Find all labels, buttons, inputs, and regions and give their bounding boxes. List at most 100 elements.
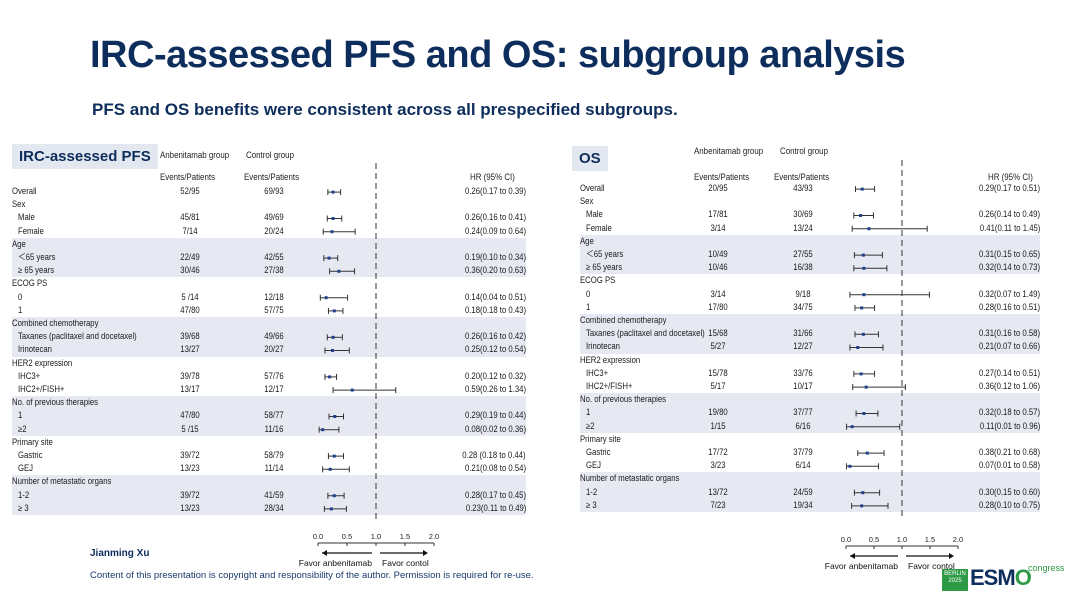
subgroup-row: Irinotecan 5/27 12/27 0.21(0.07 to 0.66) bbox=[580, 340, 1040, 354]
subgroup-label: ≥ 3 bbox=[18, 502, 29, 513]
subgroup-header-row: Combined chemotherapy bbox=[580, 314, 1040, 328]
anb-events: 3/14 bbox=[710, 222, 726, 233]
subgroup-row: IHC2+/FISH+ 5/17 10/17 0.36(0.12 to 1.06) bbox=[580, 380, 1040, 393]
anb-events: 5/17 bbox=[710, 381, 726, 391]
subgroup-label: Sex bbox=[580, 196, 594, 207]
hr-value: 0.24(0.09 to 0.64) bbox=[464, 225, 526, 236]
hr-point bbox=[350, 388, 354, 392]
anb-events: 39/72 bbox=[180, 450, 200, 460]
hr-point bbox=[861, 253, 865, 257]
subgroup-label: 0 bbox=[586, 288, 591, 299]
subgroup-row: ≥ 3 7/23 19/34 0.28(0.10 to 0.75) bbox=[580, 498, 1040, 512]
subgroup-label: ≥ 3 bbox=[586, 499, 597, 510]
pfs-ctrl-ep-header: Events/Patients bbox=[244, 172, 300, 182]
ctrl-events: 58/77 bbox=[264, 410, 284, 421]
anb-events: 20/95 bbox=[708, 183, 728, 193]
x-tick-label: 2.0 bbox=[953, 535, 963, 544]
subgroup-label: GEJ bbox=[18, 463, 34, 474]
hr-point bbox=[331, 190, 335, 194]
pfs-anb-header: Anbenitamab group bbox=[160, 150, 230, 160]
pfs-forest-plot: 0.0 0.5 1.0 1.5 2.0 Favor anbenitamab Favor co… bbox=[299, 163, 439, 568]
hr-value: 0.26(0.14 to 0.49) bbox=[978, 209, 1040, 220]
hr-point bbox=[848, 464, 852, 468]
hr-point bbox=[329, 507, 333, 511]
subgroup-label: Number of metastatic organs bbox=[580, 473, 680, 484]
anb-events: 1/15 bbox=[710, 420, 726, 431]
hr-point bbox=[327, 256, 331, 260]
subgroup-row: ≥ 3 13/23 28/34 0.23(0.11 to 0.49) bbox=[12, 501, 526, 515]
logo-congress-text: congress bbox=[1028, 563, 1065, 573]
anb-events: 13/17 bbox=[180, 384, 200, 394]
subgroup-header-row: HER2 expression bbox=[12, 357, 526, 370]
anb-events: 7/23 bbox=[710, 499, 726, 510]
subgroup-label: Number of metastatic organs bbox=[12, 476, 112, 487]
logo-brand-post: O bbox=[1014, 565, 1032, 590]
subgroup-label: ≥2 bbox=[18, 423, 27, 434]
subgroup-label: Combined chemotherapy bbox=[12, 318, 99, 328]
anb-events: 13/23 bbox=[180, 463, 200, 474]
subgroup-row: Female 3/14 13/24 0.41(0.11 to 1.45) bbox=[580, 222, 1040, 235]
ctrl-events: 69/93 bbox=[264, 186, 284, 196]
ctrl-events: 27/55 bbox=[793, 249, 813, 259]
subgroup-label: Male bbox=[18, 212, 35, 223]
hr-value: 0.08(0.02 to 0.36) bbox=[464, 423, 526, 434]
hr-value: 0.29(0.17 to 0.51) bbox=[978, 183, 1040, 193]
favor-right-label: Favor contol bbox=[382, 558, 429, 568]
subgroup-header-row: Age bbox=[580, 234, 1040, 248]
anb-events: 15/68 bbox=[708, 328, 728, 339]
subgroup-label: Sex bbox=[12, 199, 26, 210]
subgroup-label: 1 bbox=[18, 410, 23, 421]
subgroup-label: Overall bbox=[12, 186, 37, 196]
ctrl-events: 24/59 bbox=[793, 486, 813, 497]
ctrl-events: 58/79 bbox=[264, 450, 284, 460]
subgroup-row: GEJ 3/23 6/14 0.07(0.01 to 0.58) bbox=[580, 459, 1040, 472]
subgroup-row: ＜65 years 10/49 27/55 0.31(0.15 to 0.65) bbox=[580, 248, 1040, 262]
subgroup-label: Taxanes (paclitaxel and docetaxel) bbox=[18, 331, 137, 342]
hr-value: 0.23(0.11 to 0.49) bbox=[465, 502, 526, 513]
favor-left-arrowhead bbox=[850, 553, 855, 559]
subgroup-header-row: Primary site bbox=[580, 433, 1040, 446]
hr-value: 0.28(0.16 to 0.51) bbox=[978, 301, 1040, 312]
subgroup-row: Overall 52/95 69/93 0.26(0.17 to 0.39) bbox=[12, 185, 526, 198]
hr-point bbox=[859, 214, 863, 217]
subgroup-label: No. of previous therapies bbox=[580, 394, 667, 405]
x-tick-label: 1.0 bbox=[371, 532, 381, 541]
hr-point bbox=[321, 428, 325, 432]
hr-value: 0.21(0.07 to 0.66) bbox=[978, 341, 1040, 352]
ctrl-events: 11/16 bbox=[264, 423, 284, 434]
anb-events: 17/80 bbox=[708, 301, 728, 312]
ctrl-events: 42/55 bbox=[264, 252, 284, 262]
subgroup-header-row: No. of previous therapies bbox=[12, 396, 526, 410]
hr-value: 0.30(0.15 to 0.60) bbox=[978, 486, 1040, 497]
ctrl-events: 11/14 bbox=[264, 463, 284, 474]
slide-title: IRC-assessed PFS and OS: subgroup analys… bbox=[90, 34, 906, 76]
hr-point bbox=[333, 415, 337, 418]
subgroup-header-row: Sex bbox=[12, 198, 526, 211]
ctrl-events: 34/75 bbox=[793, 301, 813, 312]
x-tick-label: 0.5 bbox=[342, 532, 352, 541]
os-anb-ep-header: Events/Patients bbox=[694, 172, 750, 182]
os-ctrl-header: Control group bbox=[780, 146, 829, 156]
subgroup-label: 1 bbox=[586, 301, 591, 312]
hr-point bbox=[860, 187, 864, 191]
hr-value: 0.32(0.07 to 1.49) bbox=[978, 288, 1040, 299]
anb-events: 22/49 bbox=[180, 252, 200, 262]
x-tick-label: 1.0 bbox=[897, 535, 907, 544]
hr-value: 0.25(0.12 to 0.54) bbox=[464, 344, 526, 355]
hr-point bbox=[860, 504, 864, 508]
hr-value: 0.11(0.01 to 0.96) bbox=[979, 420, 1040, 431]
subgroup-row: IHC3+ 39/78 57/76 0.20(0.12 to 0.32) bbox=[12, 370, 526, 383]
x-tick-label: 0.5 bbox=[869, 535, 879, 544]
anb-events: 3/23 bbox=[710, 460, 726, 471]
hr-point bbox=[865, 451, 869, 455]
anb-events: 7/14 bbox=[182, 225, 198, 236]
hr-point bbox=[328, 375, 332, 379]
logo-badge: BERLIN 2025 bbox=[942, 569, 968, 591]
pfs-anb-ep-header: Events/Patients bbox=[160, 172, 216, 182]
subgroup-row: IHC3+ 15/78 33/76 0.27(0.14 to 0.51) bbox=[580, 367, 1040, 380]
subgroup-label: ＜65 years bbox=[586, 249, 624, 259]
pfs-hr-header: HR (95% CI) bbox=[470, 172, 515, 182]
hr-value: 0.07(0.01 to 0.58) bbox=[978, 460, 1040, 471]
hr-point bbox=[861, 332, 865, 336]
subgroup-label: Male bbox=[586, 209, 603, 220]
